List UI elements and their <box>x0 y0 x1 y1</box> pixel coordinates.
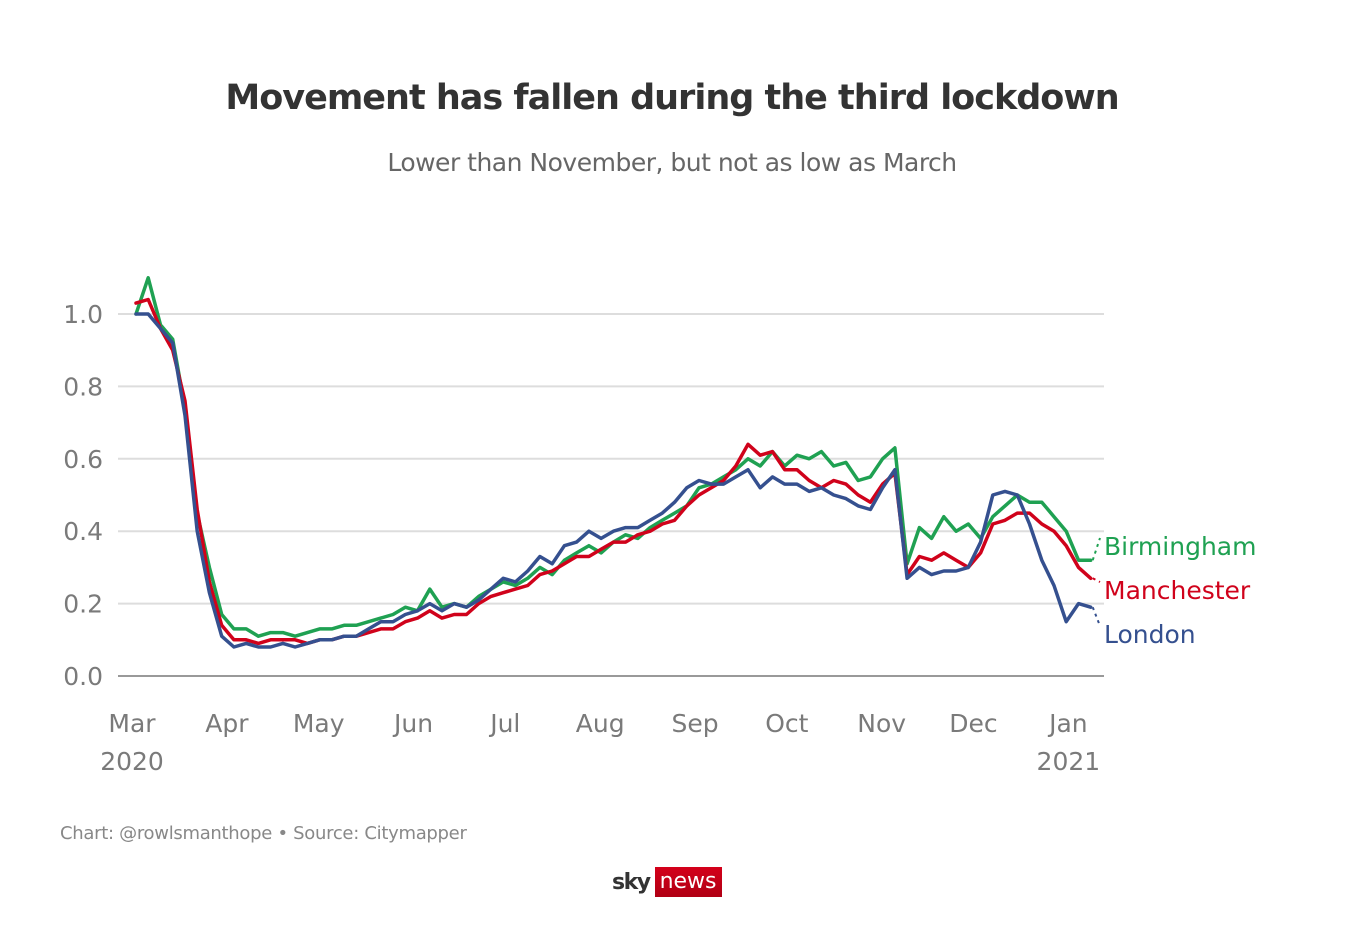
x-tick-year-label: 2020 <box>100 747 164 776</box>
x-tick-label: Apr <box>205 709 249 738</box>
y-axis-ticks: 0.0 0.2 0.4 0.6 0.8 1.0 <box>63 300 103 691</box>
y-tick-label: 0.0 <box>63 662 103 691</box>
logo-news-text: news <box>654 867 722 897</box>
x-tick-label: Jan <box>1047 709 1088 738</box>
x-tick-label: Oct <box>765 709 808 738</box>
x-tick-label: May <box>293 709 345 738</box>
y-tick-label: 0.8 <box>63 372 103 401</box>
series-line-london <box>134 312 1093 649</box>
y-tick-label: 0.4 <box>63 517 103 546</box>
logo-sky-text: sky <box>612 869 651 895</box>
x-tick-year-label: 2021 <box>1037 747 1101 776</box>
source-credit: Chart: @rowlsmanthope • Source: Citymapp… <box>60 823 467 844</box>
gridlines <box>118 313 1104 677</box>
series-line-manchester <box>134 297 1093 646</box>
x-tick-label: Jun <box>392 709 433 738</box>
chart-subtitle: Lower than November, but not as low as M… <box>387 148 957 177</box>
line-chart: 0.0 0.2 0.4 0.6 0.8 1.0 Mar 2020 Apr May Jun Jul Au… <box>63 276 1256 776</box>
series-line-birmingham <box>134 276 1093 638</box>
x-axis-ticks: Mar 2020 Apr May Jun Jul Aug Sep Oct Nov Dec Jan 202… <box>100 709 1100 776</box>
y-tick-label: 0.2 <box>63 590 103 619</box>
x-tick-label: Nov <box>857 709 906 738</box>
legend: Birmingham Manchester London <box>1091 532 1256 649</box>
x-tick-label: Sep <box>671 709 718 738</box>
series-lines <box>134 276 1093 649</box>
x-tick-label: Jul <box>488 709 520 738</box>
legend-leader-line <box>1091 537 1101 561</box>
legend-label-birmingham: Birmingham <box>1104 532 1256 561</box>
legend-leader-line <box>1091 606 1101 627</box>
x-tick-label: Mar <box>108 709 156 738</box>
y-tick-label: 1.0 <box>63 300 103 329</box>
legend-leader-line <box>1092 577 1101 583</box>
legend-label-london: London <box>1104 620 1196 649</box>
sky-news-logo: sky news <box>612 867 722 897</box>
x-tick-label: Dec <box>949 709 997 738</box>
chart-title: Movement has fallen during the third loc… <box>225 78 1119 118</box>
legend-label-manchester: Manchester <box>1104 576 1251 605</box>
x-tick-label: Aug <box>576 709 625 738</box>
y-tick-label: 0.6 <box>63 445 103 474</box>
